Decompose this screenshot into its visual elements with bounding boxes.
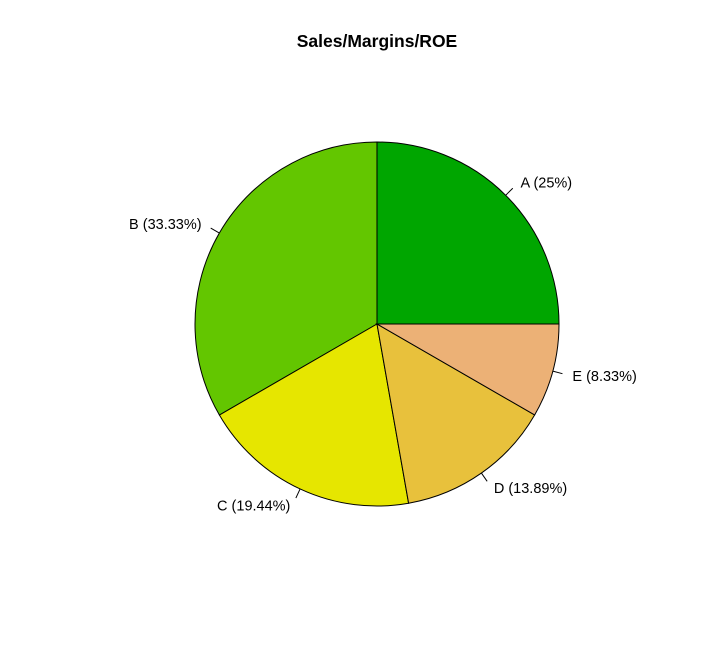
pie-label-tick-d [480,472,488,482]
pie-label-c: C (19.44%) [217,498,290,514]
pie-label-tick-c [295,488,301,499]
pie-slices [194,141,560,507]
pie-label-tick-e [552,370,563,375]
pie-slice-a [376,141,560,325]
pie-label-d: D (13.89%) [494,481,567,497]
pie-slice-d [376,323,536,504]
pie-labels: A (25%) B (33.33%) C (19.44%) D (13.89%) E (… [129,175,637,514]
pie-label-tick-a [505,187,514,196]
pie-slice-e [375,323,560,416]
chart-title: Sales/Margins/ROE [297,31,457,51]
pie-label-tick-b [210,227,220,234]
pie-slice-c [218,323,410,507]
pie-slice-b [194,141,378,416]
pie-label-b: B (33.33%) [129,217,202,233]
pie-label-a: A (25%) [521,175,573,191]
pie-label-e: E (8.33%) [572,369,636,385]
